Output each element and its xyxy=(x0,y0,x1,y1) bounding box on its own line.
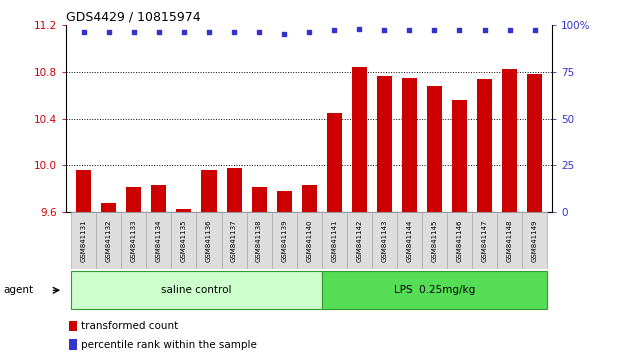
FancyBboxPatch shape xyxy=(447,212,472,269)
FancyBboxPatch shape xyxy=(347,212,372,269)
Point xyxy=(480,28,490,33)
Point xyxy=(179,29,189,35)
Point xyxy=(279,31,289,37)
Point xyxy=(329,28,339,33)
Point xyxy=(103,29,114,35)
Point xyxy=(79,29,89,35)
Text: GSM841142: GSM841142 xyxy=(357,219,362,262)
FancyBboxPatch shape xyxy=(497,212,522,269)
FancyBboxPatch shape xyxy=(196,212,221,269)
Point xyxy=(254,29,264,35)
Point xyxy=(154,29,164,35)
Text: GSM841137: GSM841137 xyxy=(231,219,237,262)
Bar xyxy=(227,168,242,354)
Text: GSM841136: GSM841136 xyxy=(206,219,212,262)
FancyBboxPatch shape xyxy=(422,212,447,269)
Text: GSM841141: GSM841141 xyxy=(331,219,337,262)
FancyBboxPatch shape xyxy=(172,212,196,269)
Point xyxy=(354,26,364,32)
Text: GSM841146: GSM841146 xyxy=(456,219,463,262)
Text: GSM841132: GSM841132 xyxy=(106,219,112,262)
Bar xyxy=(201,170,216,354)
Bar xyxy=(402,78,417,354)
Text: GSM841145: GSM841145 xyxy=(432,219,437,262)
FancyBboxPatch shape xyxy=(146,212,172,269)
Text: GSM841148: GSM841148 xyxy=(507,219,512,262)
Bar xyxy=(102,203,116,354)
FancyBboxPatch shape xyxy=(522,212,547,269)
Bar xyxy=(151,185,167,354)
Bar xyxy=(452,100,467,354)
Bar xyxy=(177,209,191,354)
Text: transformed count: transformed count xyxy=(81,321,178,331)
Bar xyxy=(377,76,392,354)
Point xyxy=(429,28,439,33)
FancyBboxPatch shape xyxy=(372,212,397,269)
Text: GSM841138: GSM841138 xyxy=(256,219,262,262)
FancyBboxPatch shape xyxy=(121,212,146,269)
Text: GSM841144: GSM841144 xyxy=(406,219,413,262)
FancyBboxPatch shape xyxy=(322,271,547,309)
Point xyxy=(505,28,515,33)
Bar xyxy=(502,69,517,354)
Bar xyxy=(69,339,78,350)
Bar xyxy=(302,185,317,354)
FancyBboxPatch shape xyxy=(247,212,271,269)
Bar xyxy=(427,86,442,354)
FancyBboxPatch shape xyxy=(97,212,121,269)
Point xyxy=(454,28,464,33)
Bar xyxy=(276,191,292,354)
FancyBboxPatch shape xyxy=(71,212,97,269)
Text: GSM841139: GSM841139 xyxy=(281,219,287,262)
Point xyxy=(304,29,314,35)
Point xyxy=(529,28,540,33)
FancyBboxPatch shape xyxy=(297,212,322,269)
Text: GDS4429 / 10815974: GDS4429 / 10815974 xyxy=(66,11,201,24)
Bar xyxy=(252,187,267,354)
Text: GSM841135: GSM841135 xyxy=(181,219,187,262)
Bar xyxy=(327,113,342,354)
Text: GSM841149: GSM841149 xyxy=(531,219,538,262)
Bar xyxy=(351,67,367,354)
Text: GSM841140: GSM841140 xyxy=(306,219,312,262)
Point xyxy=(379,28,389,33)
Text: saline control: saline control xyxy=(162,285,232,295)
Text: GSM841133: GSM841133 xyxy=(131,219,137,262)
Text: GSM841131: GSM841131 xyxy=(81,219,87,262)
Bar xyxy=(76,170,91,354)
Point xyxy=(129,29,139,35)
Text: GSM841143: GSM841143 xyxy=(381,219,387,262)
Bar xyxy=(477,79,492,354)
FancyBboxPatch shape xyxy=(472,212,497,269)
Bar xyxy=(69,320,78,331)
FancyBboxPatch shape xyxy=(322,212,347,269)
Text: agent: agent xyxy=(3,285,33,295)
Text: LPS  0.25mg/kg: LPS 0.25mg/kg xyxy=(394,285,475,295)
FancyBboxPatch shape xyxy=(71,271,322,309)
Text: percentile rank within the sample: percentile rank within the sample xyxy=(81,339,257,350)
FancyBboxPatch shape xyxy=(221,212,247,269)
FancyBboxPatch shape xyxy=(271,212,297,269)
Text: GSM841134: GSM841134 xyxy=(156,219,162,262)
FancyBboxPatch shape xyxy=(397,212,422,269)
Point xyxy=(204,29,214,35)
Point xyxy=(404,28,415,33)
Text: GSM841147: GSM841147 xyxy=(481,219,488,262)
Point xyxy=(229,29,239,35)
Bar xyxy=(126,187,141,354)
Bar xyxy=(527,74,542,354)
